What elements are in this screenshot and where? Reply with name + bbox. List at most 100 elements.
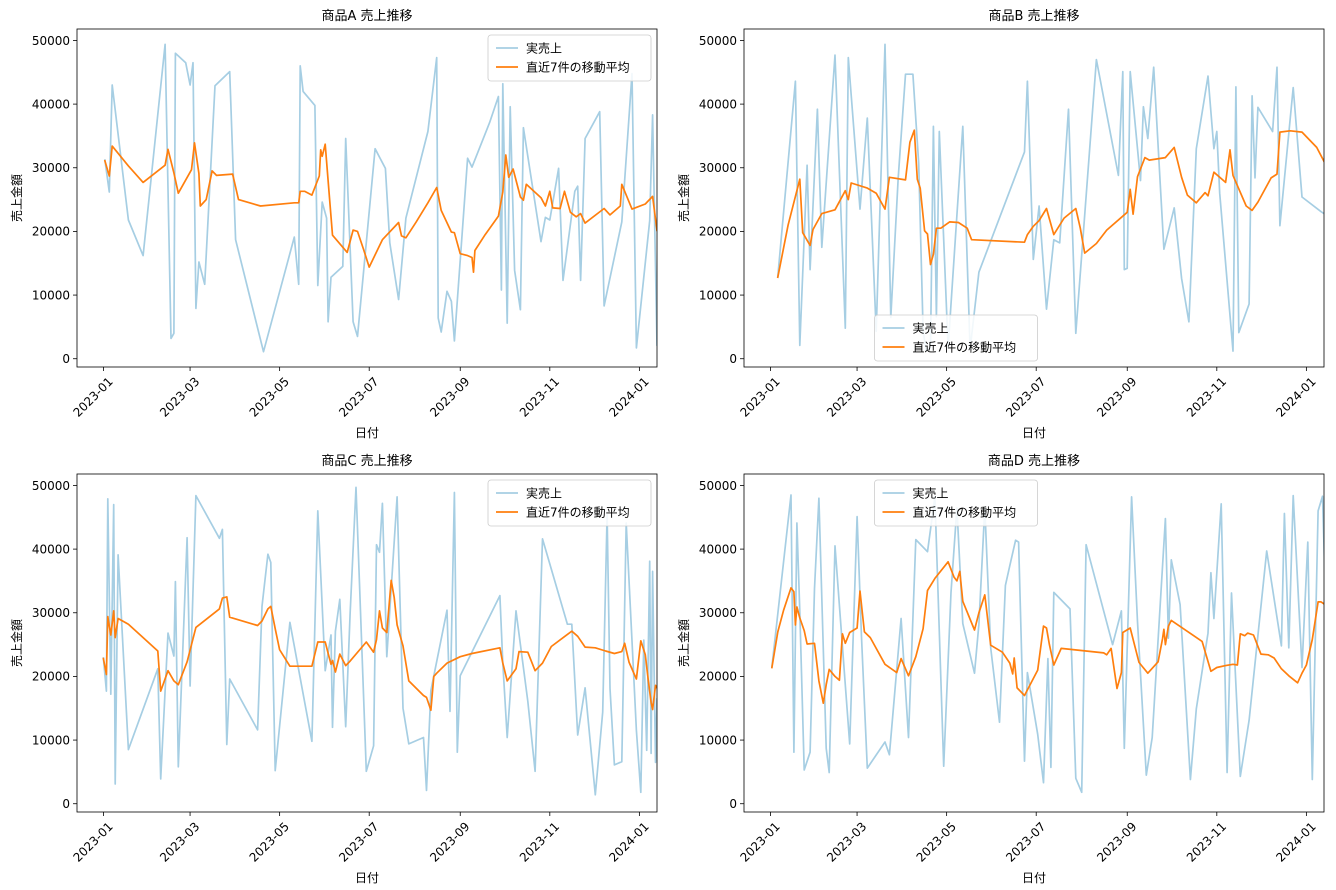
x-tick-label: 2023-11 bbox=[517, 374, 562, 419]
y-tick-label: 20000 bbox=[699, 670, 737, 684]
legend-label-moving-average: 直近7件の移動平均 bbox=[526, 505, 630, 519]
x-tick-label: 2023-01 bbox=[737, 374, 782, 419]
chart-title: 商品C 売上推移 bbox=[321, 453, 412, 469]
x-tick-label: 2023-03 bbox=[157, 374, 202, 419]
x-tick-label: 2023-11 bbox=[1184, 374, 1229, 419]
y-tick-label: 20000 bbox=[32, 225, 70, 239]
x-axis-label: 日付 bbox=[1022, 426, 1046, 440]
y-tick-label: 10000 bbox=[32, 288, 70, 302]
x-tick-label: 2024-01 bbox=[1273, 819, 1318, 864]
x-tick-label: 2023-01 bbox=[737, 819, 782, 864]
legend-box bbox=[874, 314, 1038, 362]
series-lines bbox=[103, 43, 657, 353]
x-tick-label: 2023-11 bbox=[517, 819, 562, 864]
chart-panel-product-a: 商品A 売上推移 0 10000 20000 30000 40000 50000 2023-0… bbox=[9, 8, 658, 440]
x-tick-label: 2023-07 bbox=[1003, 819, 1048, 864]
x-tick-label: 2023-07 bbox=[1003, 374, 1048, 419]
y-tick-label: 30000 bbox=[699, 606, 737, 620]
y-tick-label: 10000 bbox=[32, 733, 70, 747]
y-axis-label: 売上金額 bbox=[676, 619, 691, 667]
x-axis-label: 日付 bbox=[355, 871, 379, 885]
y-axis-label: 売上金額 bbox=[9, 174, 24, 222]
legend-box bbox=[487, 479, 652, 527]
y-tick-label: 0 bbox=[62, 797, 70, 811]
y-tick-label: 50000 bbox=[699, 479, 737, 493]
x-tick-label: 2024-01 bbox=[1273, 374, 1318, 419]
series-line-actual bbox=[776, 43, 1324, 352]
x-axis-label: 日付 bbox=[355, 426, 379, 440]
y-tick-label: 10000 bbox=[699, 733, 737, 747]
series-lines bbox=[770, 494, 1324, 794]
x-tick-label: 2023-03 bbox=[157, 819, 202, 864]
y-tick-label: 20000 bbox=[32, 670, 70, 684]
y-tick-label: 40000 bbox=[699, 542, 737, 556]
y-tick-label: 30000 bbox=[32, 606, 70, 620]
series-line-moving-average bbox=[103, 142, 657, 274]
x-axis-label: 日付 bbox=[1022, 871, 1046, 885]
series-line-actual bbox=[770, 494, 1324, 794]
axes-frame bbox=[743, 28, 1325, 368]
x-tick-label: 2023-11 bbox=[1184, 819, 1229, 864]
y-axis-label: 売上金額 bbox=[9, 619, 24, 667]
x-tick-label: 2023-05 bbox=[247, 374, 292, 419]
chart-panel-product-b: 商品B 売上推移 0 10000 20000 30000 40000 50000 2023-0… bbox=[676, 8, 1325, 440]
x-tick-label: 2023-05 bbox=[914, 819, 959, 864]
y-tick-label: 50000 bbox=[32, 479, 70, 493]
legend-label-actual: 実売上 bbox=[913, 485, 949, 500]
legend-box bbox=[874, 479, 1038, 527]
y-tick-label: 40000 bbox=[32, 542, 70, 556]
series-line-moving-average bbox=[776, 129, 1324, 279]
legend-label-moving-average: 直近7件の移動平均 bbox=[913, 505, 1017, 519]
y-tick-label: 10000 bbox=[699, 288, 737, 302]
x-tick-label: 2023-03 bbox=[824, 819, 869, 864]
y-tick-label: 20000 bbox=[699, 225, 737, 239]
legend-box bbox=[487, 34, 652, 82]
x-tick-label: 2023-01 bbox=[70, 819, 115, 864]
y-tick-label: 50000 bbox=[32, 34, 70, 48]
x-tick-label: 2023-09 bbox=[427, 819, 472, 864]
chart-panel-product-c: 商品C 売上推移 0 10000 20000 30000 40000 50000 2023-0… bbox=[9, 453, 658, 885]
legend-label-actual: 実売上 bbox=[526, 40, 562, 55]
y-tick-label: 30000 bbox=[32, 161, 70, 175]
x-tick-label: 2023-09 bbox=[1094, 819, 1139, 864]
x-tick-label: 2023-01 bbox=[70, 374, 115, 419]
y-axis-label: 売上金額 bbox=[676, 174, 691, 222]
chart-title: 商品B 売上推移 bbox=[988, 8, 1079, 24]
x-tick-label: 2024-01 bbox=[606, 374, 651, 419]
legend-label-actual: 実売上 bbox=[526, 485, 562, 500]
legend-label-moving-average: 直近7件の移動平均 bbox=[526, 60, 630, 74]
y-tick-label: 40000 bbox=[699, 97, 737, 111]
y-tick-label: 30000 bbox=[699, 161, 737, 175]
series-line-actual bbox=[102, 486, 657, 796]
chart-title: 商品A 売上推移 bbox=[321, 8, 412, 24]
chart-title: 商品D 売上推移 bbox=[988, 453, 1080, 469]
y-tick-label: 0 bbox=[729, 797, 737, 811]
x-tick-label: 2023-07 bbox=[336, 819, 381, 864]
y-tick-label: 40000 bbox=[32, 97, 70, 111]
series-lines bbox=[776, 43, 1324, 352]
x-tick-label: 2023-05 bbox=[247, 819, 292, 864]
legend-label-moving-average: 直近7件の移動平均 bbox=[913, 340, 1017, 354]
x-tick-label: 2023-03 bbox=[824, 374, 869, 419]
series-line-moving-average bbox=[102, 579, 657, 712]
x-tick-label: 2024-01 bbox=[606, 819, 651, 864]
x-tick-label: 2023-05 bbox=[914, 374, 959, 419]
x-tick-label: 2023-09 bbox=[1094, 374, 1139, 419]
axes-frame bbox=[76, 473, 658, 813]
series-line-moving-average bbox=[770, 560, 1324, 705]
y-tick-label: 0 bbox=[62, 352, 70, 366]
chart-panel-product-d: 商品D 売上推移 0 10000 20000 30000 40000 50000 2023-0… bbox=[676, 453, 1325, 885]
axes-frame bbox=[76, 28, 658, 368]
series-line-actual bbox=[103, 43, 657, 353]
x-tick-label: 2023-07 bbox=[336, 374, 381, 419]
axes-frame bbox=[743, 473, 1325, 813]
y-tick-label: 0 bbox=[729, 352, 737, 366]
y-tick-label: 50000 bbox=[699, 34, 737, 48]
series-lines bbox=[102, 486, 657, 796]
legend-label-actual: 実売上 bbox=[913, 320, 949, 335]
